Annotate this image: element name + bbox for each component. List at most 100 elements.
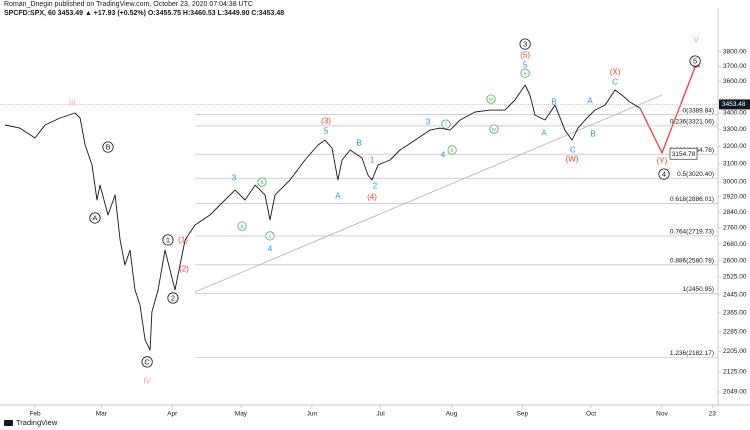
wave-label: C: [570, 146, 576, 155]
y-tick-label: 2525.00: [723, 274, 747, 281]
wave-label: v: [524, 71, 527, 77]
fib-label: 0.886(2580.78): [670, 258, 714, 265]
x-tick-label: Jun: [307, 411, 318, 418]
wave-label: c: [269, 234, 272, 240]
wave-label: III: [69, 99, 76, 108]
wave-label: 3: [523, 40, 527, 49]
wave-label: 1: [166, 235, 170, 244]
y-tick-label: 3800.00: [723, 48, 747, 55]
y-tick-label: 2205.00: [723, 348, 747, 355]
wave-circle: [489, 124, 499, 134]
wave-label: iii: [489, 97, 493, 103]
fib-label: 0(3389.84): [683, 107, 714, 114]
wave-circle: [520, 68, 530, 78]
wave-circle: [519, 38, 531, 50]
wave-label: B: [105, 143, 110, 152]
x-tick-label: Nov: [656, 411, 668, 418]
wave-label: (X): [610, 68, 621, 77]
wave-label: b: [260, 180, 263, 186]
brand-logo: [4, 420, 13, 426]
y-tick-label: 2285.00: [723, 329, 747, 336]
wave-circle: [237, 221, 247, 231]
y-tick-label: 2445.00: [723, 291, 747, 298]
x-tick-label: Apr: [167, 411, 178, 418]
brand-name: TradingView: [16, 418, 58, 427]
x-tick-label: Jul: [376, 411, 385, 418]
price-marker-label: 3154.78: [672, 151, 696, 158]
wave-label: 3: [426, 118, 431, 127]
wave-label: (4): [367, 193, 377, 202]
fib-label: 0.236(3321.06): [670, 119, 714, 126]
last-price-label: 3453.48: [722, 101, 746, 108]
y-tick-label: 3300.00: [723, 126, 747, 133]
y-tick-label: 3400.00: [723, 110, 747, 117]
price-marker-box: [669, 147, 698, 160]
wave-label: V: [694, 36, 700, 45]
x-tick-label: May: [235, 411, 248, 418]
price-line: [4, 84, 641, 351]
projection-arrow: [639, 61, 698, 155]
wave-label: 2: [373, 182, 378, 191]
y-tick-label: 2680.00: [723, 241, 747, 248]
wave-circle: [447, 145, 457, 155]
wave-circle: [167, 292, 179, 304]
wave-circle: [89, 212, 101, 224]
fib-label: 1(2450.95): [683, 286, 714, 293]
wave-circle: [486, 94, 496, 104]
y-tick-label: 3000.00: [723, 179, 747, 186]
wave-label: a: [241, 224, 245, 230]
wave-label: A: [541, 129, 547, 138]
y-tick-label: 2049.00: [723, 389, 747, 396]
symbol-line: SPCFD:SPX, 60 3453.49 ▲ +17.93 (+0.52%) …: [4, 10, 284, 17]
wave-circle: [265, 231, 275, 241]
wave-label: A: [335, 192, 341, 201]
wave-label: C: [612, 78, 618, 87]
wave-circle: [257, 177, 267, 187]
trend-line: [194, 94, 663, 293]
x-tick-label: Mar: [96, 411, 108, 418]
y-tick-label: 3600.00: [723, 78, 747, 85]
wave-label: iv: [492, 127, 496, 133]
x-tick-label: Feb: [29, 411, 41, 418]
y-tick-label: 2840.00: [723, 209, 747, 216]
wave-label: (W): [566, 155, 579, 164]
y-tick-label: 3200.00: [723, 143, 747, 150]
y-tick-label: 2760.00: [723, 225, 747, 232]
y-tick-label: 2920.00: [723, 194, 747, 201]
wave-label: 1: [370, 156, 375, 165]
author-line: Roman_Dnegin published on TradingView.co…: [4, 1, 253, 8]
x-tick-label: 23: [709, 411, 717, 418]
y-tick-label: 2600.00: [723, 257, 747, 264]
x-tick-label: Oct: [586, 411, 596, 418]
wave-circle: [689, 55, 701, 67]
wave-label: (5): [520, 51, 530, 60]
y-tick-label: 2365.00: [723, 310, 747, 317]
fib-label: 0.5(3020.40): [677, 171, 714, 178]
wave-label: 4: [441, 151, 446, 160]
wave-label: (2): [179, 265, 189, 274]
wave-label: A: [92, 213, 97, 222]
wave-label: 5: [523, 61, 528, 70]
wave-label: (Y): [657, 157, 668, 166]
wave-label: B: [356, 139, 361, 148]
wave-circle: [162, 234, 174, 246]
wave-label: (3): [321, 117, 331, 126]
wave-label: 4: [268, 245, 273, 254]
wave-label: 4: [662, 170, 666, 179]
y-tick-label: 3100.00: [723, 161, 747, 168]
wave-circle: [441, 119, 451, 129]
y-tick-label: 3700.00: [723, 63, 747, 70]
wave-label: 2: [171, 293, 175, 302]
wave-label: i: [445, 122, 446, 128]
fib-label: 0.618(2886.01): [670, 196, 714, 203]
last-price-box: [719, 99, 750, 110]
wave-label: 3: [232, 174, 237, 183]
wave-circle: [102, 141, 114, 153]
x-tick-label: Sep: [517, 411, 529, 418]
fib-label: 1.236(2182.17): [670, 350, 714, 357]
wave-label: IV: [143, 377, 151, 386]
x-tick-label: Aug: [446, 411, 458, 418]
